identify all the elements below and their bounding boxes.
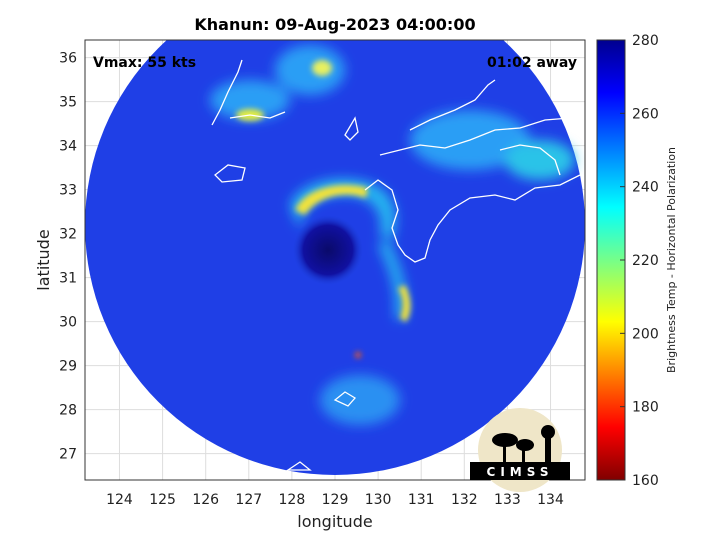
x-tick-label: 130	[365, 492, 392, 508]
y-tick-label: 31	[59, 271, 77, 287]
x-tick-label: 133	[494, 492, 521, 508]
y-tick-label: 32	[59, 227, 77, 243]
y-tick-label: 29	[59, 359, 77, 375]
colorbar-tick-label: 240	[632, 180, 659, 196]
y-tick-label: 30	[59, 315, 77, 331]
time-away-annotation: 01:02 away	[487, 55, 577, 71]
chart-title: Khanun: 09-Aug-2023 04:00:00	[194, 15, 475, 34]
x-tick-label: 134	[537, 492, 564, 508]
colorbar-tick-label: 200	[632, 326, 659, 342]
storm-eye	[293, 215, 363, 285]
y-tick-label: 28	[59, 403, 77, 419]
x-tick-label: 126	[192, 492, 219, 508]
x-tick-label: 127	[235, 492, 262, 508]
y-tick-label: 34	[59, 139, 77, 155]
x-tick-label: 132	[451, 492, 478, 508]
colorbar-tick-label: 260	[632, 106, 659, 122]
x-tick-label: 124	[106, 492, 133, 508]
x-tick-label: 131	[408, 492, 435, 508]
colorbar-ticks: 160 180 200 220 240 260 280	[620, 33, 659, 489]
y-tick-label: 27	[59, 447, 77, 463]
y-tick-label: 36	[59, 51, 77, 67]
brightness-swath	[85, 40, 585, 475]
cimss-logo: CIMSS	[470, 408, 570, 492]
x-tick-label: 128	[279, 492, 306, 508]
coastlines	[211, 59, 585, 471]
colorbar-tick-label: 220	[632, 253, 659, 269]
y-axis-label: latitude	[34, 229, 53, 290]
colorbar-label: Brightness Temp - Horizontal Polarizatio…	[665, 147, 678, 373]
y-ticks: 27 28 29 30 31 32 33 34 35 36	[59, 51, 77, 463]
y-tick-label: 33	[59, 183, 77, 199]
colorbar-tick-label: 280	[632, 33, 659, 49]
logo-text: CIMSS	[487, 465, 554, 479]
x-ticks: 124 125 126 127 128 129 130 131 132 133 134	[106, 492, 564, 508]
x-axis-label: longitude	[297, 512, 372, 531]
vmax-annotation: Vmax: 55 kts	[93, 55, 196, 71]
x-tick-label: 125	[149, 492, 176, 508]
y-tick-label: 35	[59, 95, 77, 111]
logo-icon	[492, 425, 555, 464]
logo-banner	[470, 462, 570, 480]
axes-frame	[84, 39, 586, 481]
colorbar-tick-label: 160	[632, 473, 659, 489]
x-tick-label: 129	[322, 492, 349, 508]
colorbar-tick-label: 180	[632, 400, 659, 416]
